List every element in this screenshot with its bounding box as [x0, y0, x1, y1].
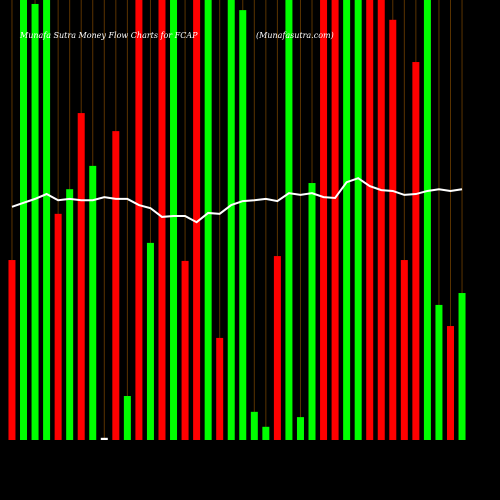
bar: [89, 165, 97, 440]
bar: [20, 0, 28, 440]
bar: [112, 131, 120, 440]
bar: [77, 113, 85, 440]
bar: [227, 0, 235, 440]
bar: [216, 337, 224, 440]
bar: [31, 3, 39, 441]
bar: [43, 0, 51, 440]
bar: [308, 183, 316, 441]
bar: [285, 0, 293, 440]
bar: [146, 242, 154, 440]
bar: [354, 0, 362, 440]
bar: [377, 0, 385, 440]
bar: [158, 0, 166, 440]
money-flow-line: [11, 177, 463, 224]
bar: [343, 0, 351, 440]
bar: [423, 0, 431, 440]
chart-title: Munafa Sutra Money Flow Charts for FCAP: [19, 31, 198, 40]
bar: [389, 19, 397, 441]
chart-subtitle: (Munafasutra.com): [256, 31, 334, 40]
bar: [8, 260, 16, 440]
bar: [273, 256, 281, 440]
bar: [296, 417, 304, 440]
bar: [412, 62, 420, 440]
bar: [123, 396, 131, 440]
bar: [366, 0, 374, 440]
bar: [66, 189, 74, 440]
bar: [400, 260, 408, 440]
bar: [435, 304, 443, 440]
bar: [193, 0, 201, 440]
bar: [239, 10, 247, 441]
bar: [446, 326, 454, 440]
bar: [458, 293, 466, 440]
bar: [135, 0, 143, 440]
bar: [250, 411, 258, 440]
bar: [331, 0, 339, 440]
bar: [100, 437, 108, 440]
bar: [320, 0, 328, 440]
bar: [54, 213, 62, 440]
bar: [170, 0, 178, 440]
bar: [181, 260, 189, 440]
bar: [204, 0, 212, 440]
plot: [8, 0, 466, 441]
bar: [262, 426, 270, 440]
